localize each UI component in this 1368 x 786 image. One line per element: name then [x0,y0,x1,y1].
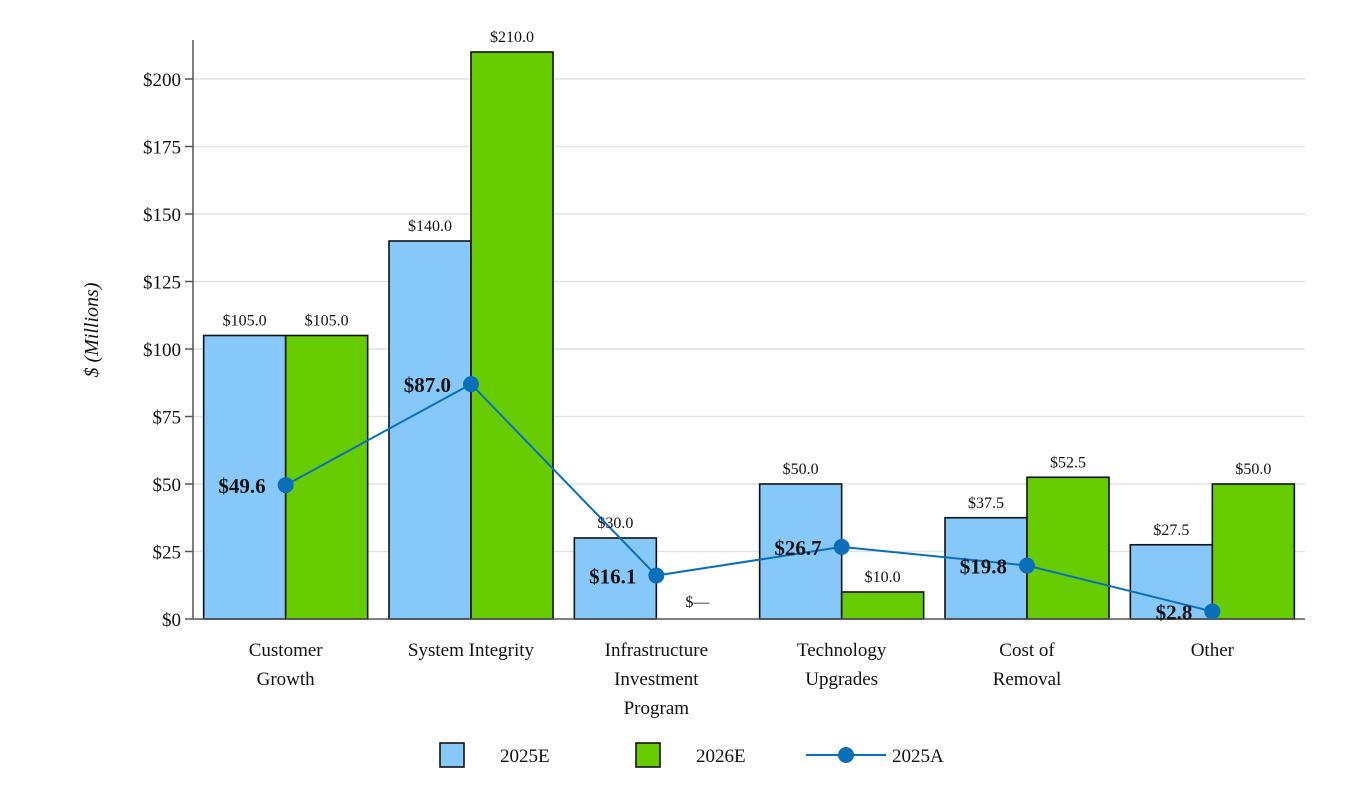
line-2025A [285,382,1213,613]
legend: 2025E 2026E 2025A [439,742,944,768]
y-axis-label: $ (Millions) [81,282,103,377]
legend-label: 2026E [696,746,746,767]
bar-value-label: $105.0 [223,313,267,330]
bar-value-label: $10.0 [865,569,901,586]
data-labels: $105.0 $105.0 $140.0 $210.0 $30.0 $— $50.0 $10.… [218,29,1271,624]
line-value-label: $2.8 [1156,600,1193,624]
x-tick-label-line: Customer [249,640,324,661]
x-tick-label-line: Technology [797,640,887,661]
bar-2025E [1129,543,1214,620]
y-tick-label: $100 [143,340,181,361]
bar-value-label: $105.0 [305,313,349,330]
x-tick-label-line: Program [624,698,690,719]
legend-label: 2025E [500,746,550,767]
line-value-label: $87.0 [404,373,451,397]
bar-2025E [202,334,287,620]
axes: $0 $25 $50 $75 $100 $125 $150 $175 $200 Customer G… [143,40,1305,719]
bar-value-label: $50.0 [1235,461,1271,478]
y-tick-label: $125 [143,273,181,294]
line-value-label: $49.6 [218,474,265,498]
line-point [1204,603,1221,620]
x-tick-label-line: Cost of [999,640,1055,661]
x-tick-label: System Integrity [408,640,535,661]
bar-2025E [388,240,472,620]
legend-label: 2025A [892,746,944,767]
line-point [463,376,479,393]
bar-value-label: $27.5 [1153,522,1189,539]
y-tick-label: $150 [143,205,181,226]
bar-value-label: $52.5 [1050,454,1086,471]
y-tick-label: $175 [143,138,181,159]
y-tick-label: $0 [162,610,181,631]
x-tick-label-line: Upgrades [805,669,878,690]
x-tick-label-line: Investment [614,669,699,690]
y-tick-label: $75 [153,408,182,429]
line-point [277,477,294,494]
bar-value-label: $210.0 [490,29,534,46]
legend-swatch-2025E [439,742,465,768]
x-tick-label: Other [1191,640,1235,661]
line-point [833,538,850,555]
x-tick-label-line: Other [1191,640,1235,661]
bar-value-label: $30.0 [597,515,633,532]
bar-value-label: $— [685,594,710,611]
line-point [648,567,665,584]
y-tick-label: $25 [153,543,182,564]
actual-line [277,376,1221,620]
x-tick-label-line: Infrastructure [605,640,708,661]
y-tick-label: $200 [143,70,181,91]
bar-value-label: $140.0 [408,218,452,235]
x-tick-label: Cost of Removal [993,640,1062,690]
bar-value-label: $50.0 [783,461,819,478]
legend-marker-2025A [838,747,854,763]
line-value-label: $16.1 [589,565,636,589]
x-tick-label: Customer Growth [249,640,324,690]
gridlines [193,78,1305,553]
y-tick-label: $50 [153,475,182,496]
line-value-label: $26.7 [774,536,821,560]
bar-2026E [470,51,554,620]
bar-2026E [1211,483,1296,620]
bar-value-label: $37.5 [968,495,1004,512]
legend-swatch-2026E [635,742,661,768]
x-tick-label-line: Removal [993,669,1062,690]
line-point [1019,557,1035,574]
x-tick-label-line: System Integrity [408,640,535,661]
x-tick-label: Technology Upgrades [797,640,887,690]
x-tick-label-line: Growth [257,669,316,690]
bar-2026E [840,591,925,620]
bars [202,51,1296,620]
line-value-label: $19.8 [960,555,1007,579]
bar-2026E [1026,476,1110,620]
x-tick-label: Infrastructure Investment Program [605,640,708,719]
